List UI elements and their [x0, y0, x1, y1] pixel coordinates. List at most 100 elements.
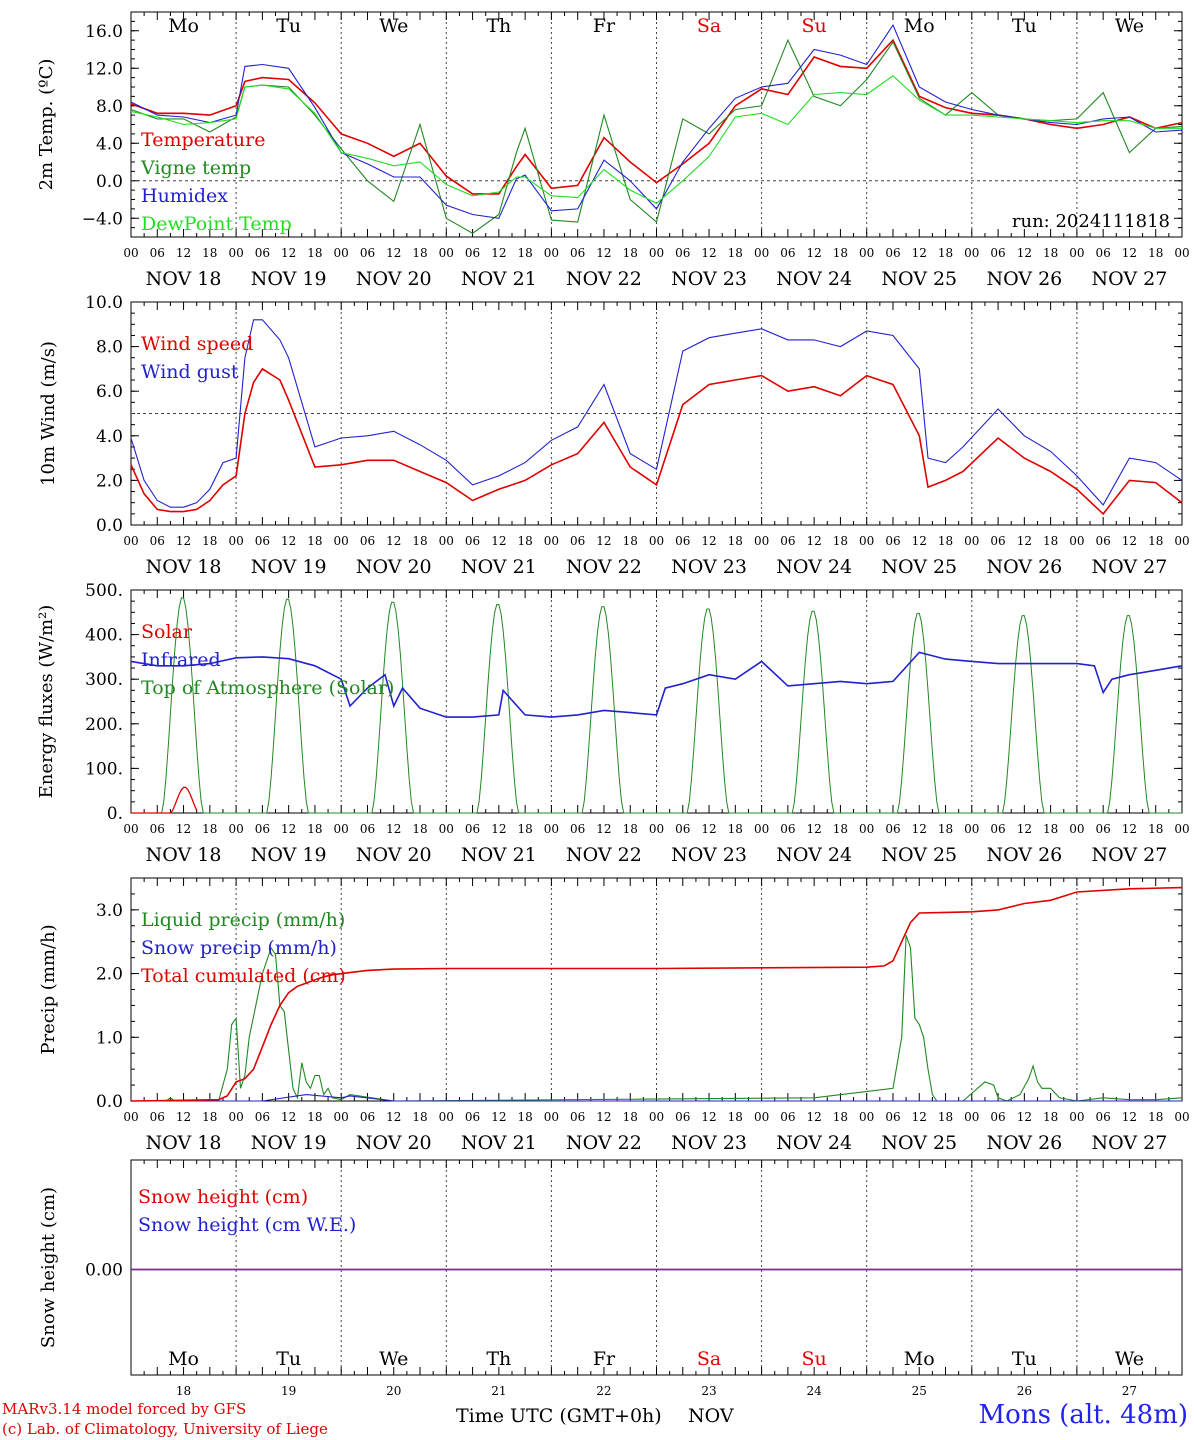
hour-tick-label: 12: [1017, 246, 1032, 260]
hour-tick-label: 06: [990, 1110, 1005, 1124]
hour-tick-label: 00: [964, 246, 979, 260]
hour-tick-label: 18: [307, 246, 322, 260]
hour-tick-label: 12: [1122, 1110, 1137, 1124]
date-label: NOV 23: [671, 844, 747, 866]
day-name-label: Fr: [593, 15, 616, 37]
day-name-label: Fr: [593, 1348, 616, 1370]
hour-tick-label: 18: [202, 822, 217, 836]
hour-tick-label: 06: [150, 822, 165, 836]
hour-tick-label: 06: [360, 822, 375, 836]
energy-y-axis-label: Energy fluxes (W/m²): [36, 605, 57, 799]
hour-tick-label: 06: [780, 822, 795, 836]
hour-tick-label: 18: [1043, 822, 1058, 836]
hour-tick-label: 18: [623, 1110, 638, 1124]
day-name-label: Tu: [276, 1348, 301, 1370]
date-label: NOV 19: [251, 268, 327, 290]
day-name-label: Th: [486, 15, 511, 37]
hour-tick-label: 06: [885, 1110, 900, 1124]
hour-tick-label: 18: [1043, 1110, 1058, 1124]
snow-legend-0: Snow height (cm): [138, 1186, 308, 1208]
hour-tick-label: 06: [675, 1110, 690, 1124]
day-number-label: 20: [386, 1384, 401, 1398]
date-label: NOV 19: [251, 844, 327, 866]
hour-tick-label: 00: [1069, 246, 1084, 260]
hour-tick-label: 00: [439, 822, 454, 836]
temp-legend-2: Humidex: [141, 185, 228, 207]
date-label: NOV 27: [1092, 844, 1168, 866]
precip-y-tick-label: 2.0: [96, 965, 123, 985]
hour-tick-label: 12: [912, 534, 927, 548]
hour-tick-label: 06: [465, 822, 480, 836]
wind-series-wind-speed: [130, 367, 1183, 516]
energy-y-tick-label: 0.: [107, 804, 123, 824]
hour-tick-label: 06: [780, 534, 795, 548]
hour-tick-label: 18: [307, 822, 322, 836]
hour-tick-label: 00: [439, 1110, 454, 1124]
hour-tick-label: 00: [1069, 822, 1084, 836]
hour-tick-label: 00: [1174, 822, 1189, 836]
wind-series-wind-gust: [130, 319, 1183, 508]
credit-line-1: MARv3.14 model forced by GFS: [2, 1400, 247, 1418]
hour-tick-label: 12: [1122, 246, 1137, 260]
hour-tick-label: 12: [176, 246, 191, 260]
day-number-label: 19: [281, 1384, 296, 1398]
hour-tick-label: 06: [570, 1110, 585, 1124]
hour-tick-label: 00: [754, 534, 769, 548]
hour-tick-label: 00: [228, 534, 243, 548]
hour-tick-label: 00: [123, 246, 138, 260]
hour-tick-label: 18: [938, 246, 953, 260]
date-label: NOV 23: [671, 268, 747, 290]
temp-y-tick-label: 16.0: [85, 22, 123, 42]
hour-tick-label: 00: [544, 1110, 559, 1124]
hour-tick-label: 00: [1174, 246, 1189, 260]
hour-tick-label: 18: [938, 1110, 953, 1124]
date-label: NOV 25: [881, 268, 957, 290]
hour-tick-label: 12: [176, 534, 191, 548]
hour-tick-label: 06: [1096, 822, 1111, 836]
hour-tick-label: 12: [1122, 822, 1137, 836]
hour-tick-label: 00: [123, 534, 138, 548]
hour-tick-label: 06: [885, 246, 900, 260]
day-name-label: Su: [802, 15, 827, 37]
hour-tick-label: 12: [596, 822, 611, 836]
hour-tick-label: 18: [728, 246, 743, 260]
time-axis-label: Time UTC (GMT+0h): [456, 1405, 662, 1427]
hour-tick-label: 06: [885, 822, 900, 836]
wind-y-axis-label: 10m Wind (m/s): [38, 341, 59, 486]
snow-y-axis-label: Snow height (cm): [38, 1187, 59, 1348]
date-label: NOV 19: [251, 556, 327, 578]
date-label: NOV 24: [776, 844, 852, 866]
hour-tick-label: 00: [334, 246, 349, 260]
hour-tick-label: 18: [728, 534, 743, 548]
hour-tick-label: 00: [754, 1110, 769, 1124]
hour-tick-label: 12: [281, 1110, 296, 1124]
hour-tick-label: 00: [964, 822, 979, 836]
day-name-label: Tu: [1012, 15, 1037, 37]
solar-line: [131, 786, 198, 814]
hour-tick-label: 18: [1148, 822, 1163, 836]
hour-tick-label: 18: [1043, 534, 1058, 548]
credit-line-2: (c) Lab. of Climatology, University of L…: [2, 1420, 328, 1438]
precip-legend-1: Snow precip (mm/h): [141, 937, 337, 959]
hour-tick-label: 00: [544, 534, 559, 548]
hour-tick-label: 12: [807, 246, 822, 260]
hour-tick-label: 18: [1148, 246, 1163, 260]
hour-tick-label: 12: [596, 534, 611, 548]
hour-tick-label: 12: [491, 822, 506, 836]
hour-tick-label: 12: [912, 1110, 927, 1124]
hour-tick-label: 12: [807, 534, 822, 548]
hour-tick-label: 06: [570, 822, 585, 836]
hour-tick-label: 00: [859, 822, 874, 836]
hour-tick-label: 18: [623, 822, 638, 836]
day-number-label: 18: [176, 1384, 191, 1398]
hour-tick-label: 06: [255, 246, 270, 260]
run-annotation: run: 2024111818: [1012, 211, 1170, 232]
hour-tick-label: 06: [885, 534, 900, 548]
date-label: NOV 27: [1092, 556, 1168, 578]
snow-legend-1: Snow height (cm W.E.): [138, 1214, 356, 1236]
hour-tick-label: 00: [123, 1110, 138, 1124]
hour-tick-label: 12: [701, 246, 716, 260]
energy-legend-0: Solar: [141, 621, 193, 643]
hour-tick-label: 18: [1043, 246, 1058, 260]
station-label: Mons (alt. 48m): [978, 1400, 1188, 1430]
